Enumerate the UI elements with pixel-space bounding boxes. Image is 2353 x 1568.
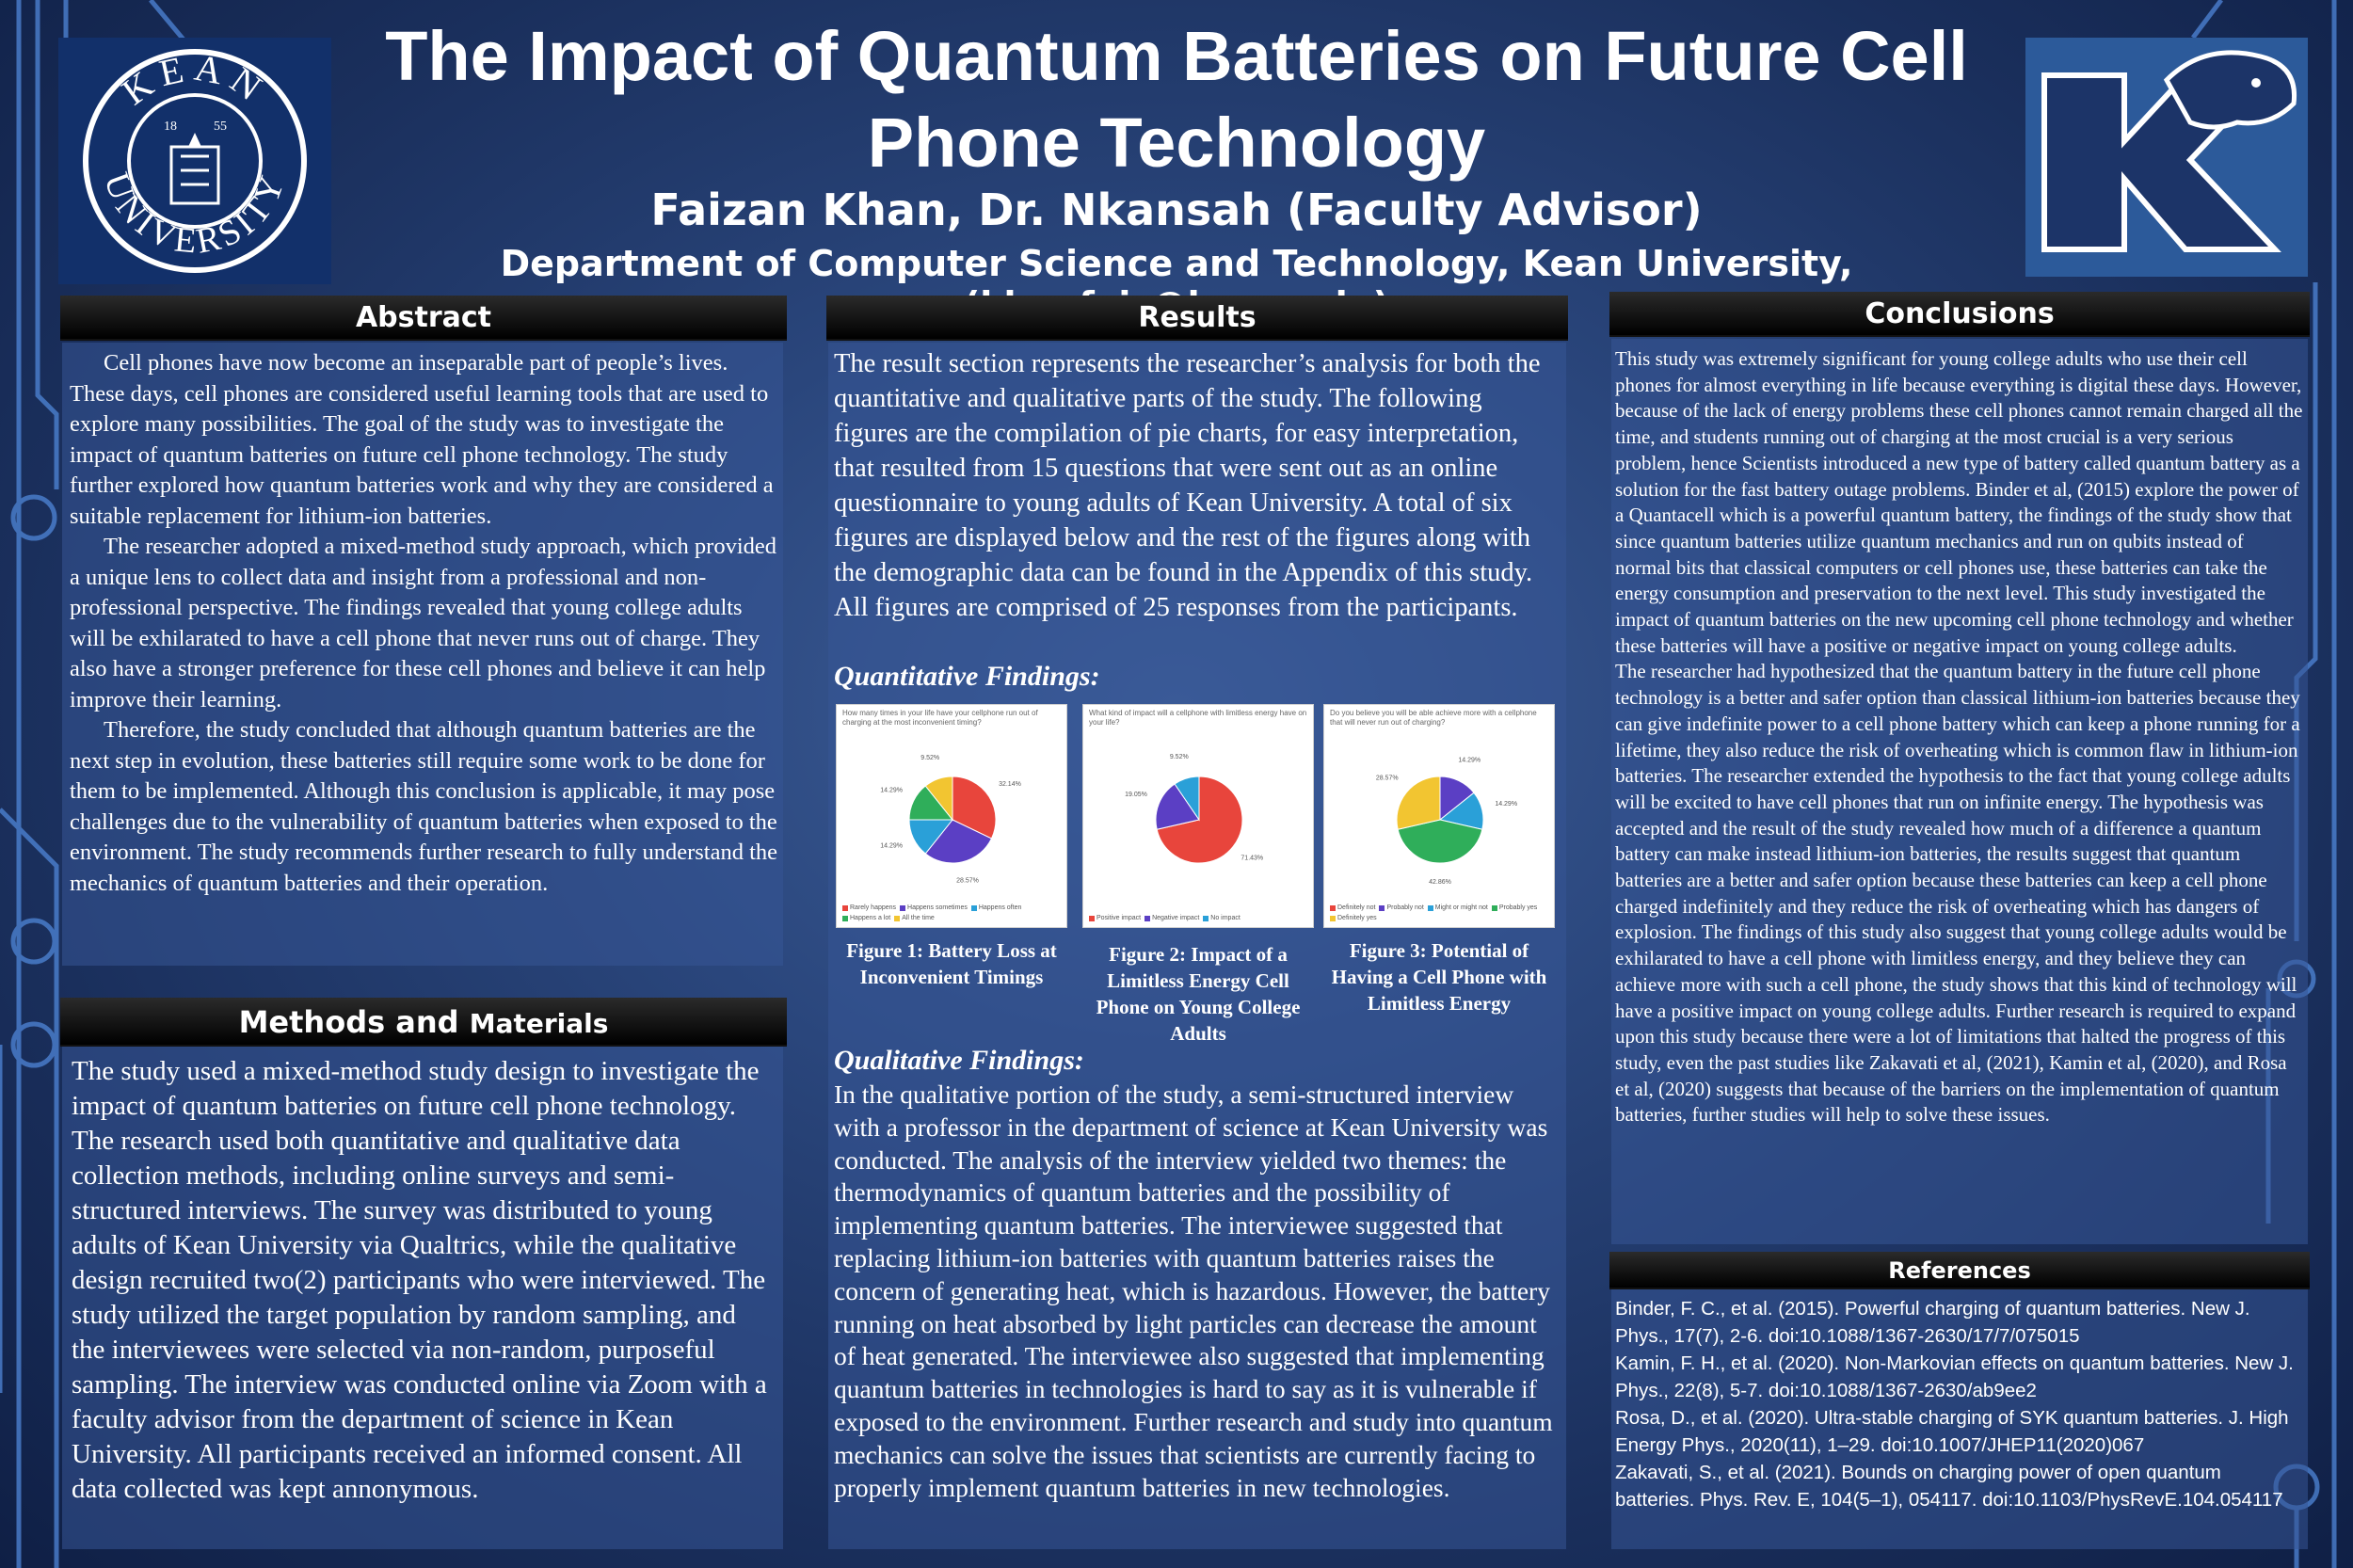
kean-cougar-k-logo <box>2025 38 2308 277</box>
abstract-body: Cell phones have now become an inseparab… <box>70 348 777 899</box>
abstract-paragraph: Cell phones have now become an inseparab… <box>70 350 774 529</box>
figure-2-legend: Positive impact Negative impact No impac… <box>1089 915 1309 921</box>
figure-1-legend: Rarely happens Happens sometimes Happens… <box>842 904 1063 921</box>
pie-slice-probably-yes <box>1397 819 1483 864</box>
poster-authors: Faizan Khan, Dr. Nkansah (Faculty Adviso… <box>650 184 1703 235</box>
reference-item: Zakavati, S., et al. (2021). Bounds on c… <box>1615 1462 2283 1511</box>
legend-item: Definitely not <box>1330 904 1375 911</box>
methods-heading: Methods and Materials <box>60 998 787 1047</box>
legend-item: Rarely happens <box>842 904 896 911</box>
pie-data-label: 71.43% <box>1241 855 1263 861</box>
pie-slice-definitely-yes <box>1396 776 1441 830</box>
methods-heading-small: Materials <box>469 1008 609 1039</box>
pie-data-label: 42.86% <box>1429 879 1451 886</box>
results-intro: The result section represents the resear… <box>834 346 1561 625</box>
figure-3-question: Do you believe you will be able achieve … <box>1330 709 1537 727</box>
conclusions-paragraph: The researcher had hypothesized that the… <box>1615 660 2300 1127</box>
methods-paragraph: The study used a mixed-method study desi… <box>72 1056 767 1504</box>
legend-item: Happens a lot <box>842 915 890 921</box>
figure-1-chart: How many times in your life have your ce… <box>836 704 1067 928</box>
pie-data-label: 32.14% <box>999 781 1021 788</box>
figure-3-caption: Figure 3: Potential of Having a Cell Pho… <box>1331 939 1547 1015</box>
figure-3-legend: Definitely not Probably not Might or mig… <box>1330 904 1550 921</box>
qualitative-paragraph: In the qualitative portion of the study,… <box>834 1080 1553 1502</box>
reference-item: Rosa, D., et al. (2020). Ultra-stable ch… <box>1615 1407 2289 1456</box>
pie-data-label: 9.52% <box>920 755 939 761</box>
qualitative-findings-heading: Qualitative Findings: <box>834 1045 1084 1076</box>
qualitative-body: In the qualitative portion of the study,… <box>834 1079 1561 1504</box>
pie-data-label: 28.57% <box>956 877 979 884</box>
abstract-paragraph: Therefore, the study concluded that alth… <box>70 717 778 896</box>
legend-item: Might or might not <box>1427 904 1488 911</box>
results-panel <box>828 343 1566 1549</box>
seal-year-left: 18 <box>164 120 177 134</box>
pie-slice-no-impact <box>1174 776 1200 822</box>
pie-slice-happens-sometimes <box>924 819 993 864</box>
legend-item: All the time <box>894 915 935 921</box>
pie-slice-rarely-happens <box>952 776 997 840</box>
legend-item: No impact <box>1203 915 1241 921</box>
references-heading: References <box>1609 1252 2310 1289</box>
pie-data-label: 14.29% <box>880 787 903 793</box>
references-panel <box>1611 1289 2308 1549</box>
legend-item: Definitely yes <box>1330 915 1377 921</box>
poster-title: The Impact of Quantum Batteries on Futur… <box>385 17 1968 182</box>
figure-1-pie: 32.14% 28.57% 14.29% 14.29% 9.52% <box>880 755 1021 884</box>
pie-slice-all-the-time <box>924 776 953 822</box>
legend-item: Probably not <box>1379 904 1424 911</box>
conclusions-body: This study was extremely significant for… <box>1615 346 2304 1128</box>
conclusions-panel <box>1611 339 2308 1244</box>
abstract-heading: Abstract <box>60 296 787 341</box>
reference-item: Binder, F. C., et al. (2015). Powerful c… <box>1615 1298 2250 1347</box>
methods-heading-main: Methods and <box>238 1004 459 1040</box>
figure-2-pie: 71.43% 19.05% 9.52% <box>1125 754 1263 864</box>
seal-year-right: 55 <box>214 120 227 134</box>
methods-panel <box>62 1047 783 1549</box>
pie-slice-negative-impact <box>1155 783 1200 830</box>
figure-3-pie: 14.29% 14.29% 42.86% 28.57% <box>1376 758 1517 886</box>
legend-item: Positive impact <box>1089 915 1141 921</box>
legend-item: Happens sometimes <box>900 904 968 911</box>
figure-1-question: How many times in your life have your ce… <box>842 709 1038 727</box>
kean-university-seal-logo: KEAN UNIVERSITY 18 55 <box>58 38 331 284</box>
pie-data-label: 14.29% <box>1495 801 1517 808</box>
results-intro-paragraph: The result section represents the resear… <box>834 349 1541 622</box>
methods-body: The study used a mixed-method study desi… <box>72 1054 776 1507</box>
cougar-k-icon <box>2041 50 2297 252</box>
figure-3-chart: Do you believe you will be able achieve … <box>1323 704 1555 928</box>
figure-1-caption: Figure 1: Battery Loss at Inconvenient T… <box>846 939 1057 988</box>
references-list: Binder, F. C., et al. (2015). Powerful c… <box>1615 1295 2302 1513</box>
pie-data-label: 9.52% <box>1170 754 1189 760</box>
abstract-panel <box>62 343 783 966</box>
conclusions-heading: Conclusions <box>1609 292 2310 337</box>
seal-icon: KEAN UNIVERSITY 18 55 <box>83 46 307 273</box>
pie-data-label: 14.29% <box>1458 758 1481 764</box>
conclusions-paragraph: This study was extremely significant for… <box>1615 347 2303 657</box>
pie-data-label: 14.29% <box>880 843 903 850</box>
results-heading: Results <box>826 296 1568 341</box>
reference-item: Kamin, F. H., et al. (2020). Non-Markovi… <box>1615 1352 2294 1401</box>
legend-item: Negative impact <box>1144 915 1199 921</box>
pie-data-label: 28.57% <box>1376 776 1399 782</box>
abstract-paragraph: The researcher adopted a mixed-method st… <box>70 534 776 712</box>
quantitative-findings-heading: Quantitative Findings: <box>834 661 1100 692</box>
figure-2-caption: Figure 2: Impact of a Limitless Energy C… <box>1096 943 1301 1045</box>
seal-top-text: KEAN <box>114 46 268 113</box>
figure-2-question: What kind of impact will a cellphone wit… <box>1089 709 1307 727</box>
legend-item: Happens often <box>970 904 1021 911</box>
figure-2-chart: What kind of impact will a cellphone wit… <box>1082 704 1314 928</box>
pie-data-label: 19.05% <box>1125 792 1147 798</box>
svg-text:KEAN: KEAN <box>114 46 276 113</box>
legend-item: Probably yes <box>1491 904 1537 911</box>
